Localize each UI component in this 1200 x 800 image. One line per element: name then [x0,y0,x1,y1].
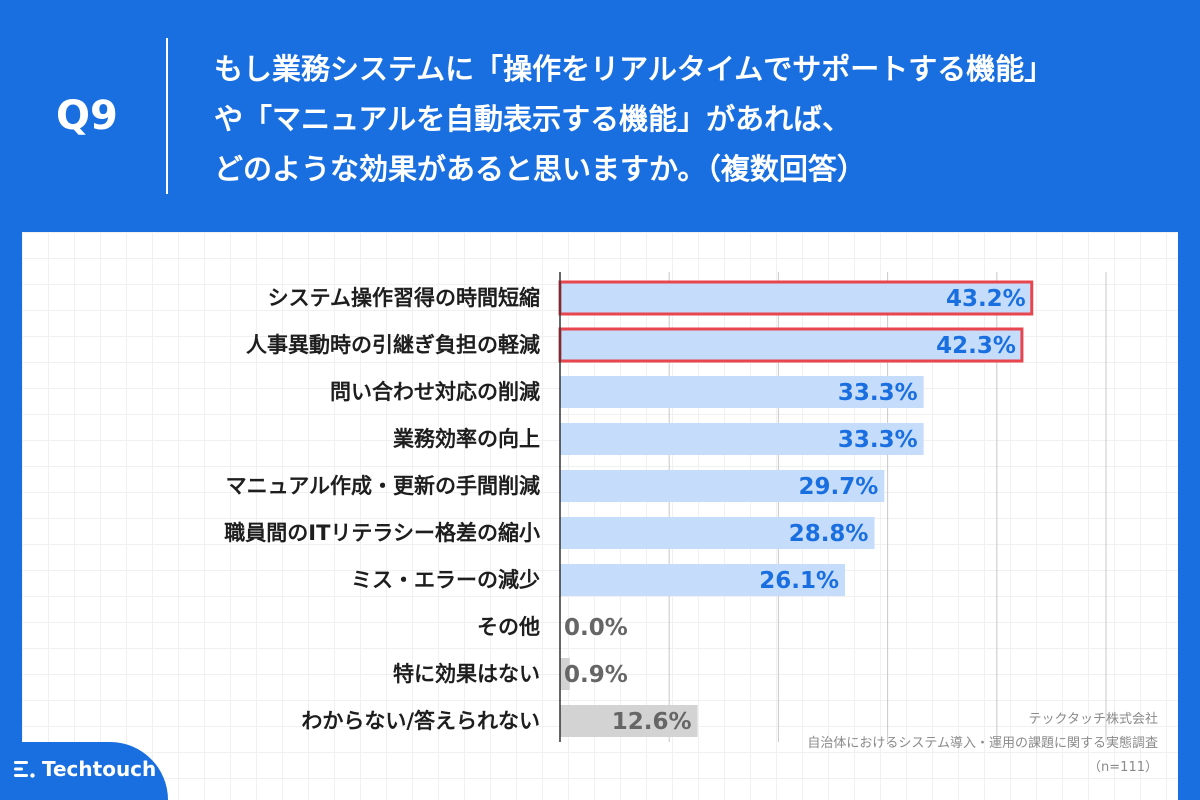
logo-tab [0,742,168,800]
bar [560,705,698,737]
bar [560,376,924,408]
category-label: マニュアル作成・更新の手間削減 [226,474,540,498]
value-label: 0.0% [564,615,628,641]
header-divider [166,38,168,194]
techtouch-logo-icon [14,761,35,778]
value-label: 12.6% [612,709,692,735]
chart-panel: システム操作習得の時間短縮 43.2% 人事異動時の引継ぎ負担の軽減 42.3% 問い合… [22,232,1178,800]
bar [560,517,875,549]
value-label: 33.3% [838,427,918,453]
category-label: 特に効果はない [393,662,540,686]
category-label: ミス・エラーの減少 [351,568,540,592]
source-company: テックタッチ株式会社 [1028,712,1158,727]
source-note: テックタッチ株式会社 自治体におけるシステム導入・運用の課題に関する実態調査 （… [698,708,1158,780]
value-label: 0.9% [564,662,628,688]
logo-text: Techtouch [42,757,157,781]
question-line-3: どのような効果があると思いますか。（複数回答） [214,152,866,186]
value-label: 26.1% [759,568,839,594]
value-label: 29.7% [799,474,879,500]
question-number: Q9 [56,93,118,139]
source-sample-size: （n=111） [1088,760,1158,775]
bar [560,470,885,502]
bar [560,329,1022,361]
bar-chart: システム操作習得の時間短縮 43.2% 人事異動時の引継ぎ負担の軽減 42.3% 問い合… [224,272,1107,742]
question-text: もし業務システムに「操作をリアルタイムでサポートする機能」 や「マニュアルを自動… [214,44,1184,194]
category-label: 問い合わせ対応の削減 [330,380,540,404]
category-label: 業務効率の向上 [393,427,540,451]
category-label: わからない/答えられない [301,709,540,733]
category-label: 人事異動時の引継ぎ負担の軽減 [246,333,540,357]
value-label: 28.8% [789,521,869,547]
category-label: システム操作習得の時間短縮 [268,286,540,310]
question-line-2: や「マニュアルを自動表示する機能」があれば、 [214,102,852,136]
bar [560,282,1032,314]
value-label: 33.3% [838,380,918,406]
category-label: その他 [477,615,540,639]
bar [560,423,924,455]
header-banner: Q9 もし業務システムに「操作をリアルタイムでサポートする機能」 や「マニュアル… [0,0,1200,232]
category-label: 職員間のITリテラシー格差の縮小 [224,521,540,545]
bar [560,658,570,690]
value-label: 42.3% [936,333,1016,359]
bar [560,564,846,596]
value-label: 43.2% [946,286,1026,312]
techtouch-logo: Techtouch [14,754,156,784]
source-survey: 自治体におけるシステム導入・運用の課題に関する実態調査 [807,736,1158,751]
question-line-1: もし業務システムに「操作をリアルタイムでサポートする機能」 [214,52,1054,86]
